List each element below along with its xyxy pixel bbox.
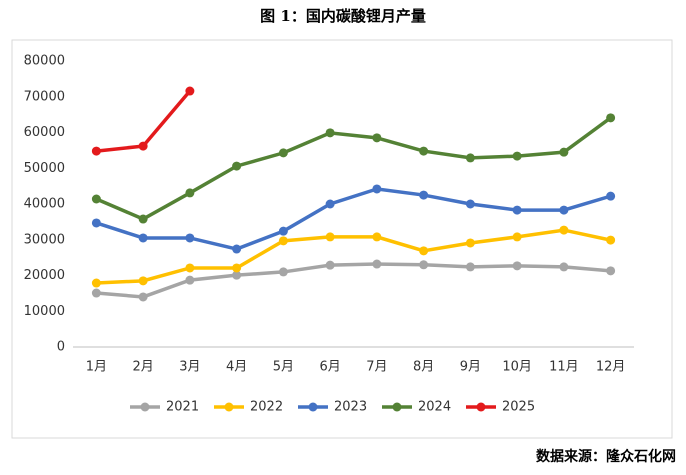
point	[465, 238, 475, 248]
point	[91, 288, 101, 298]
y-tick-label: 80000	[24, 54, 65, 69]
series-line	[96, 228, 611, 285]
legend-marker	[476, 402, 486, 412]
y-tick-label: 0	[57, 340, 65, 355]
y-tick-label: 20000	[24, 268, 65, 283]
point	[606, 266, 616, 276]
point	[278, 236, 288, 246]
y-tick-label: 30000	[24, 232, 65, 247]
x-tick-label: 6月	[319, 360, 340, 375]
point	[232, 161, 242, 171]
point	[465, 262, 475, 272]
point	[419, 146, 429, 156]
x-tick-label: 3月	[179, 360, 200, 375]
x-tick-label: 5月	[273, 360, 294, 375]
point	[559, 205, 569, 215]
point	[138, 214, 148, 224]
legend-label: 2023	[334, 400, 367, 415]
y-tick-label: 70000	[24, 89, 65, 104]
legend-label: 2025	[502, 400, 535, 415]
point	[325, 128, 335, 138]
x-tick-label: 9月	[460, 360, 481, 375]
series-line	[95, 116, 612, 221]
legend-label: 2024	[418, 400, 451, 415]
point	[606, 191, 616, 201]
point	[138, 276, 148, 286]
point	[325, 232, 335, 242]
legend-marker	[224, 402, 234, 412]
point	[232, 244, 242, 254]
point	[372, 133, 382, 143]
x-tick-label: 11月	[549, 360, 579, 375]
point	[278, 226, 288, 236]
point	[606, 113, 616, 123]
point	[559, 147, 569, 157]
chart-title: 图 1：国内碳酸锂月产量	[260, 7, 426, 25]
point	[512, 151, 522, 161]
legend-marker	[140, 402, 150, 412]
source: 数据来源：隆众石化网	[536, 448, 676, 465]
point	[325, 199, 335, 209]
legend-label: 2021	[166, 400, 199, 415]
point	[91, 218, 101, 228]
point	[512, 205, 522, 215]
point	[465, 153, 475, 163]
point	[559, 225, 569, 235]
y-tick-label: 10000	[24, 304, 65, 319]
point	[91, 146, 101, 156]
point	[372, 259, 382, 269]
x-tick-label: 10月	[502, 360, 532, 375]
point	[512, 261, 522, 271]
point	[465, 199, 475, 209]
point	[606, 235, 616, 245]
point	[278, 148, 288, 158]
point	[325, 260, 335, 270]
point	[185, 263, 195, 273]
chart-frame	[11, 39, 673, 439]
series-line	[95, 187, 612, 251]
point	[278, 267, 288, 277]
point	[232, 270, 242, 280]
point	[372, 232, 382, 242]
point	[559, 262, 569, 272]
point	[419, 190, 429, 200]
x-tick-label: 8月	[413, 360, 434, 375]
point	[185, 86, 195, 96]
x-tick-label: 7月	[366, 360, 387, 375]
y-tick-label: 50000	[24, 161, 65, 176]
point	[372, 184, 382, 194]
legend-label: 2022	[250, 400, 283, 415]
point	[185, 275, 195, 285]
x-tick-label: 4月	[226, 360, 247, 375]
point	[138, 292, 148, 302]
legend-marker	[308, 402, 318, 412]
point	[419, 260, 429, 270]
point	[185, 188, 195, 198]
series-line	[96, 262, 611, 299]
legend-marker	[392, 402, 402, 412]
point	[232, 263, 242, 273]
y-tick-label: 40000	[24, 197, 65, 212]
point	[185, 233, 195, 243]
x-tick-label: 1月	[86, 360, 107, 375]
x-tick-label: 2月	[132, 360, 153, 375]
point	[138, 233, 148, 243]
x-tick-label: 12月	[596, 360, 626, 375]
point	[512, 232, 522, 242]
point	[91, 278, 101, 288]
y-tick-label: 60000	[24, 125, 65, 140]
point	[91, 194, 101, 204]
point	[419, 246, 429, 256]
point	[138, 141, 148, 151]
